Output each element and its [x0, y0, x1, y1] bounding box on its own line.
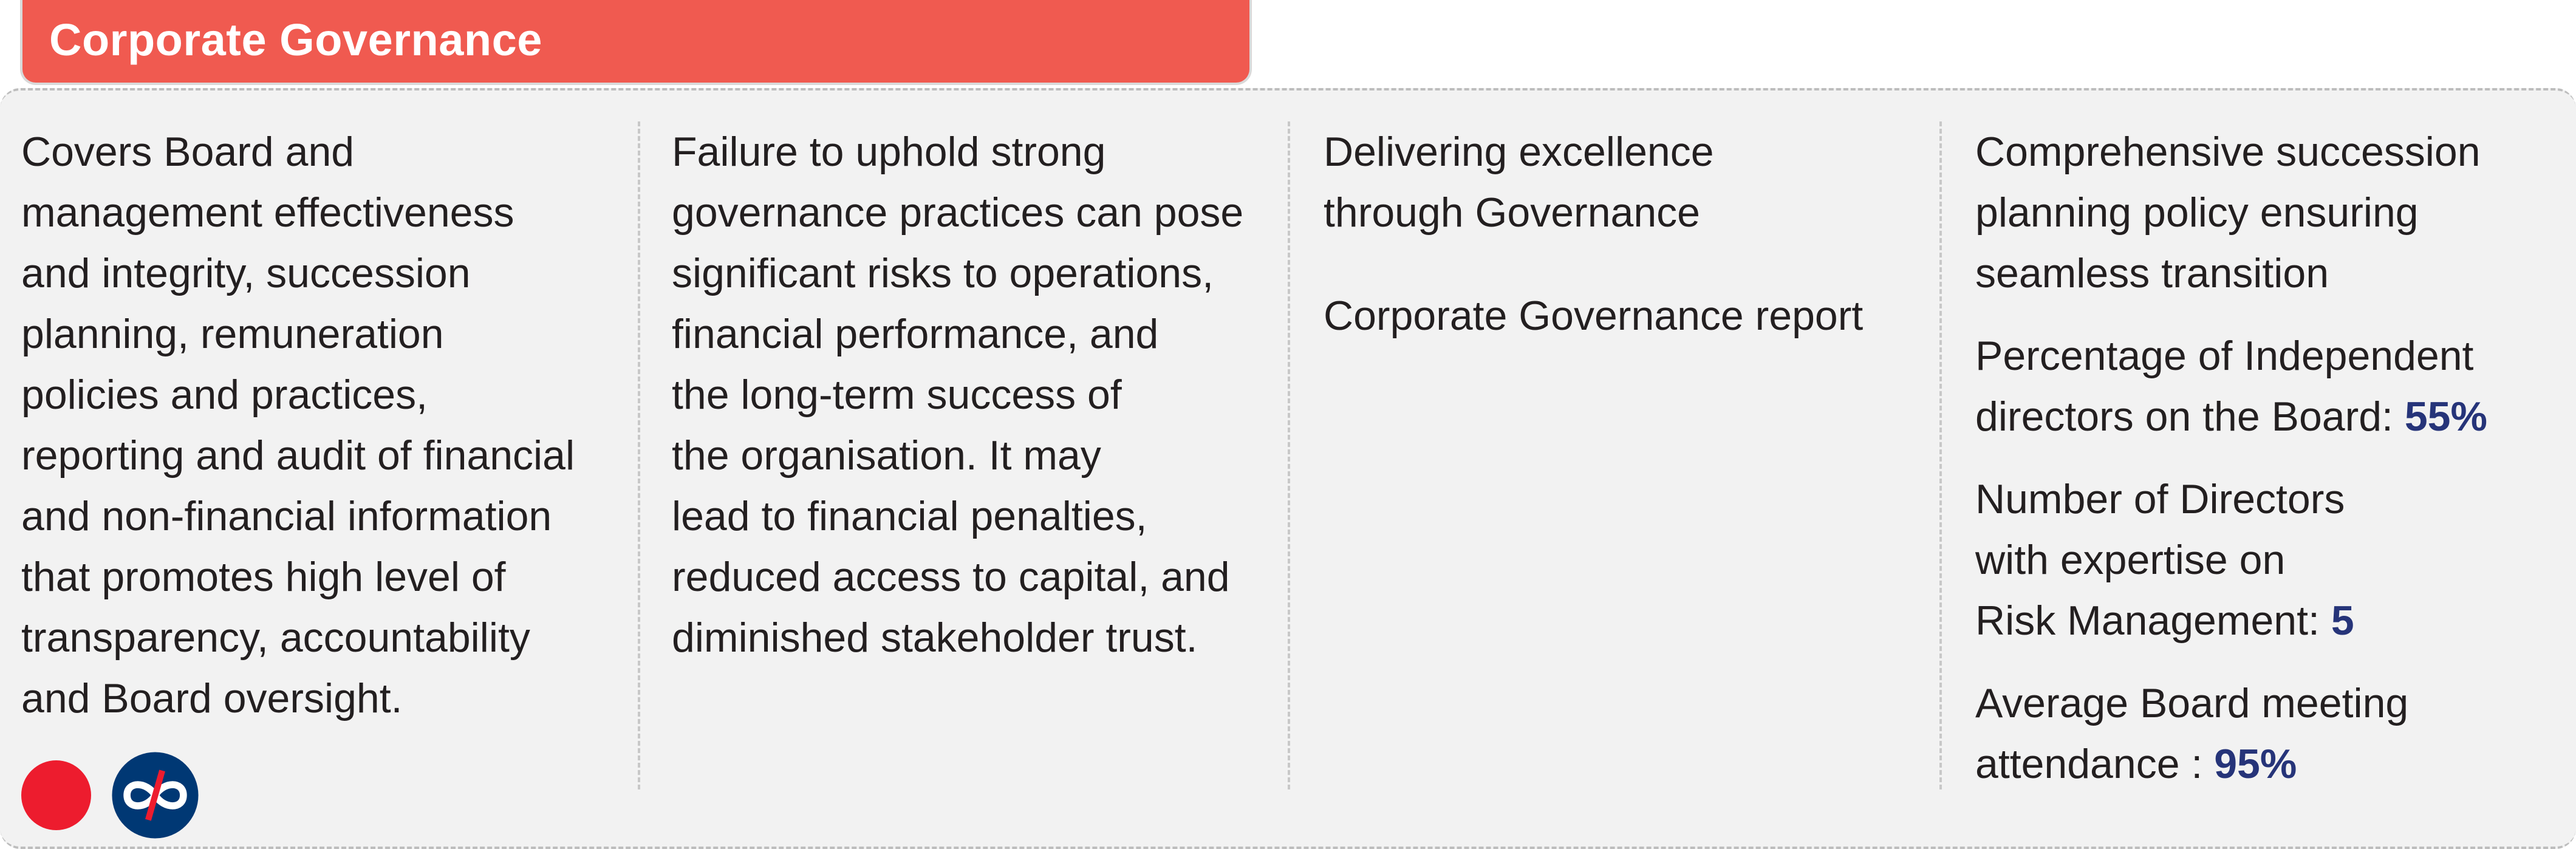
kpi-column: Comprehensive succession planning policy… — [1975, 121, 2558, 816]
kpi-label: Number of Directors with expertise on Ri… — [1975, 476, 2345, 644]
red-circle-icon — [21, 760, 91, 830]
risk-text: Failure to uphold strong governance prac… — [672, 129, 1244, 661]
column-divider — [638, 121, 640, 789]
strategy-primary-text: Delivering excellence through Governance — [1324, 129, 1714, 236]
spacer — [1324, 243, 1937, 285]
kpi-label: Average Board meeting attendance : — [1975, 680, 2409, 787]
description-column: Covers Board and management effectivenes… — [21, 121, 635, 729]
strategy-column: Delivering excellence through Governance… — [1324, 121, 1937, 346]
risk-expertise-kpi: Number of Directors with expertise on Ri… — [1975, 469, 2558, 651]
column-divider — [1288, 121, 1290, 789]
risk-column: Failure to uphold strong governance prac… — [672, 121, 1285, 668]
icon-row — [21, 751, 199, 839]
kotak-logo-icon — [112, 752, 199, 839]
kpi-value: 5 — [2331, 598, 2354, 644]
attendance-kpi: Average Board meeting attendance : 95% — [1975, 673, 2558, 794]
independent-directors-kpi: Percentage of Independent directors on t… — [1975, 326, 2558, 447]
description-text: Covers Board and management effectivenes… — [21, 129, 575, 721]
strategy-secondary-text: Corporate Governance report — [1324, 293, 1864, 339]
section-title: Corporate Governance — [49, 14, 542, 65]
kpi-label: Percentage of Independent directors on t… — [1975, 333, 2474, 440]
succession-kpi: Comprehensive succession planning policy… — [1975, 129, 2481, 296]
section-header: Corporate Governance — [20, 0, 1252, 85]
column-divider — [1939, 121, 1942, 789]
kpi-value: 55% — [2404, 394, 2487, 440]
kpi-value: 95% — [2214, 741, 2297, 787]
